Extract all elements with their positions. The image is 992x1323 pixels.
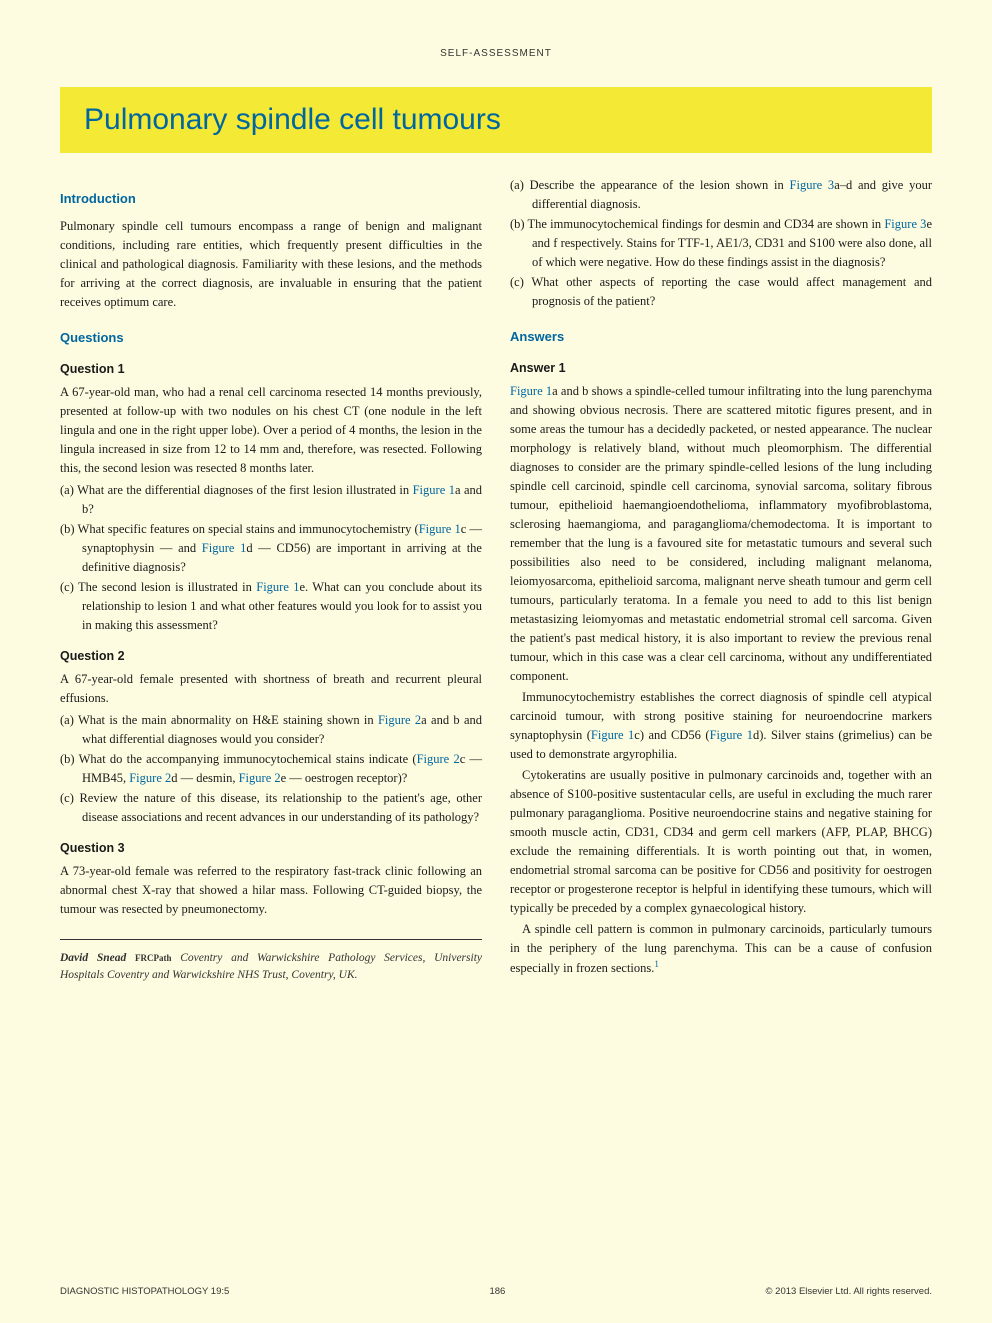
q2-body: A 67-year-old female presented with shor… — [60, 670, 482, 708]
q2-heading: Question 2 — [60, 647, 482, 666]
q2-item-a: (a) What is the main abnormality on H&E … — [60, 711, 482, 749]
figure-link[interactable]: Figure 2 — [239, 771, 281, 785]
q2-item-b: (b) What do the accompanying immunocytoc… — [60, 750, 482, 788]
author-credentials: FRCPath — [135, 953, 172, 963]
figure-link[interactable]: Figure 2 — [417, 752, 460, 766]
figure-link[interactable]: Figure 1 — [413, 483, 455, 497]
q1-item-c: (c) The second lesion is illustrated in … — [60, 578, 482, 635]
right-column: (a) Describe the appearance of the lesio… — [510, 173, 932, 984]
a1-para4: A spindle cell pattern is common in pulm… — [510, 920, 932, 978]
q3-heading: Question 3 — [60, 839, 482, 858]
figure-link[interactable]: Figure 1 — [419, 522, 461, 536]
questions-heading: Questions — [60, 328, 482, 348]
intro-heading: Introduction — [60, 189, 482, 209]
q3-body: A 73-year-old female was referred to the… — [60, 862, 482, 919]
figure-link[interactable]: Figure 1 — [591, 728, 634, 742]
figure-link[interactable]: Figure 1 — [710, 728, 753, 742]
title-bar: Pulmonary spindle cell tumours — [60, 87, 932, 153]
a1-para1: Figure 1a and b shows a spindle-celled t… — [510, 382, 932, 686]
a1-para2: Immunocytochemistry establishes the corr… — [510, 688, 932, 764]
figure-link[interactable]: Figure 1 — [256, 580, 299, 594]
author-name: David Snead — [60, 952, 126, 964]
author-box: David Snead FRCPath Coventry and Warwick… — [60, 939, 482, 985]
q1-heading: Question 1 — [60, 360, 482, 379]
q2-list: (a) What is the main abnormality on H&E … — [60, 711, 482, 827]
section-label: SELF-ASSESSMENT — [60, 48, 932, 59]
q1-item-a: (a) What are the differential diagnoses … — [60, 481, 482, 519]
article-title: Pulmonary spindle cell tumours — [84, 103, 908, 137]
figure-link[interactable]: Figure 2 — [129, 771, 171, 785]
q3-item-a: (a) Describe the appearance of the lesio… — [510, 176, 932, 214]
q1-body: A 67-year-old man, who had a renal cell … — [60, 383, 482, 478]
figure-link[interactable]: Figure 2 — [378, 713, 421, 727]
a1-para3: Cytokeratins are usually positive in pul… — [510, 766, 932, 918]
figure-link[interactable]: Figure 3 — [790, 178, 835, 192]
q3-list: (a) Describe the appearance of the lesio… — [510, 176, 932, 311]
footer-copyright: © 2013 Elsevier Ltd. All rights reserved… — [766, 1286, 932, 1297]
intro-text: Pulmonary spindle cell tumours encompass… — [60, 217, 482, 312]
reference-link[interactable]: 1 — [654, 959, 659, 969]
a1-heading: Answer 1 — [510, 359, 932, 378]
page: SELF-ASSESSMENT Pulmonary spindle cell t… — [0, 0, 992, 1323]
left-column: Introduction Pulmonary spindle cell tumo… — [60, 173, 482, 984]
q1-item-b: (b) What specific features on special st… — [60, 520, 482, 577]
content-columns: Introduction Pulmonary spindle cell tumo… — [60, 173, 932, 984]
footer-page-number: 186 — [489, 1286, 505, 1297]
q2-item-c: (c) Review the nature of this disease, i… — [60, 789, 482, 827]
footer-journal: DIAGNOSTIC HISTOPATHOLOGY 19:5 — [60, 1286, 229, 1297]
figure-link[interactable]: Figure 3 — [884, 217, 926, 231]
figure-link[interactable]: Figure 1 — [202, 541, 247, 555]
q1-list: (a) What are the differential diagnoses … — [60, 481, 482, 635]
figure-link[interactable]: Figure 1 — [510, 384, 552, 398]
answers-heading: Answers — [510, 327, 932, 347]
q3-item-c: (c) What other aspects of reporting the … — [510, 273, 932, 311]
page-footer: DIAGNOSTIC HISTOPATHOLOGY 19:5 186 © 201… — [60, 1286, 932, 1297]
q3-item-b: (b) The immunocytochemical findings for … — [510, 215, 932, 272]
